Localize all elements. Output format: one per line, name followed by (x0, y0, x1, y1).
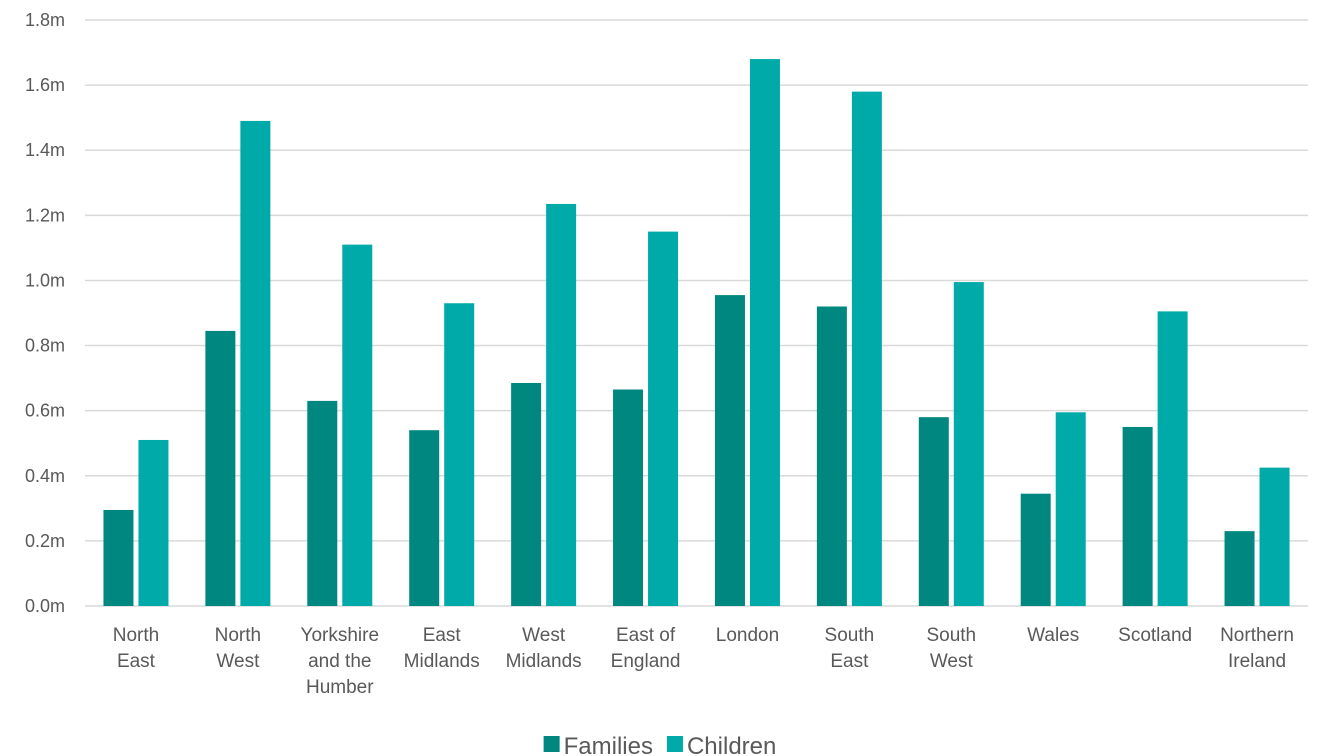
bar-children (1055, 412, 1086, 606)
y-tick-label: 1.4m (25, 140, 65, 160)
x-category-label-line: East (117, 651, 156, 672)
gridlines (85, 19, 1308, 607)
bar-families (511, 382, 542, 606)
x-category-label-line: North (215, 625, 261, 646)
x-category-label-line: Wales (1027, 625, 1079, 646)
y-tick-label: 0.0m (25, 596, 65, 616)
bar-families (613, 389, 644, 606)
y-tick-label: 0.8m (25, 336, 65, 356)
legend-swatch-families (543, 736, 560, 752)
bar-children (851, 91, 882, 607)
x-category-label: South West (926, 625, 976, 672)
bar-families (1122, 426, 1153, 606)
x-category-label: Scotland (1118, 625, 1192, 646)
legend-label-families: Families (564, 733, 653, 756)
legend: Families Children (543, 733, 776, 756)
bar-families (103, 509, 134, 606)
x-category-label-line: England (611, 651, 681, 672)
x-category-label-line: Scotland (1118, 625, 1192, 646)
y-tick-label: 0.2m (25, 531, 65, 551)
bar-families (1224, 531, 1255, 606)
x-category-label-line: East (830, 651, 869, 672)
x-category-label-line: Humber (306, 677, 374, 698)
bar-families (205, 330, 236, 606)
x-category-label-line: North (113, 625, 159, 646)
bar-families (816, 306, 847, 606)
x-category-label-line: South (926, 625, 976, 646)
y-tick-label: 1.2m (25, 205, 65, 225)
bar-children (444, 303, 475, 606)
x-category-label-line: London (716, 625, 779, 646)
legend-label-children: Children (687, 733, 776, 756)
bar-children (342, 244, 373, 606)
x-category-label: North West (215, 625, 261, 672)
x-category-label-line: East (423, 625, 462, 646)
x-category-label-line: Northern (1220, 625, 1294, 646)
y-tick-label: 1.0m (25, 270, 65, 290)
x-category-label-line: West (522, 625, 566, 646)
x-category-label: West Midlands (506, 625, 582, 672)
bars (103, 59, 1290, 607)
x-category-label: Wales (1027, 625, 1079, 646)
x-category-label-line: Midlands (506, 651, 582, 672)
legend-swatch-children (666, 736, 683, 752)
x-category-label-line: Yorkshire (301, 625, 380, 646)
bar-families (918, 417, 949, 606)
bar-children (648, 231, 679, 606)
x-category-label: North East (113, 625, 159, 672)
bar-children (953, 282, 984, 606)
y-tick-label: 1.8m (25, 10, 65, 30)
bar-children (1259, 467, 1290, 606)
bar-families (307, 400, 338, 606)
bar-children (1157, 311, 1188, 606)
x-category-label-line: and the (308, 651, 371, 672)
x-axis-category-labels: North East North West Yorkshire and the Humber… (113, 625, 1294, 698)
bar-families (409, 430, 440, 606)
y-axis-tick-labels: 0.0m 0.2m 0.4m 0.6m 0.8m 1.0m 1.2m 1.4m 1.6m 1.8m (25, 10, 65, 616)
bar-families (1020, 493, 1051, 606)
bar-children (138, 439, 169, 606)
x-category-label: East of England (611, 625, 681, 672)
x-category-label-line: East of (616, 625, 676, 646)
x-category-label-line: West (930, 651, 974, 672)
x-category-label-line: Ireland (1228, 651, 1286, 672)
x-category-label-line: South (825, 625, 875, 646)
x-category-label-line: West (216, 651, 260, 672)
x-category-label: London (716, 625, 779, 646)
x-category-label: East Midlands (404, 625, 480, 672)
x-category-label: South East (825, 625, 875, 672)
x-category-label: Yorkshire and the Humber (301, 625, 380, 698)
bar-families (714, 295, 745, 606)
x-category-label: Northern Ireland (1220, 625, 1294, 672)
x-category-label-line: Midlands (404, 651, 480, 672)
bar-children (240, 120, 271, 606)
bar-children (546, 203, 577, 606)
y-tick-label: 0.4m (25, 466, 65, 486)
y-tick-label: 0.6m (25, 401, 65, 421)
bar-children (749, 59, 780, 607)
y-tick-label: 1.6m (25, 75, 65, 95)
